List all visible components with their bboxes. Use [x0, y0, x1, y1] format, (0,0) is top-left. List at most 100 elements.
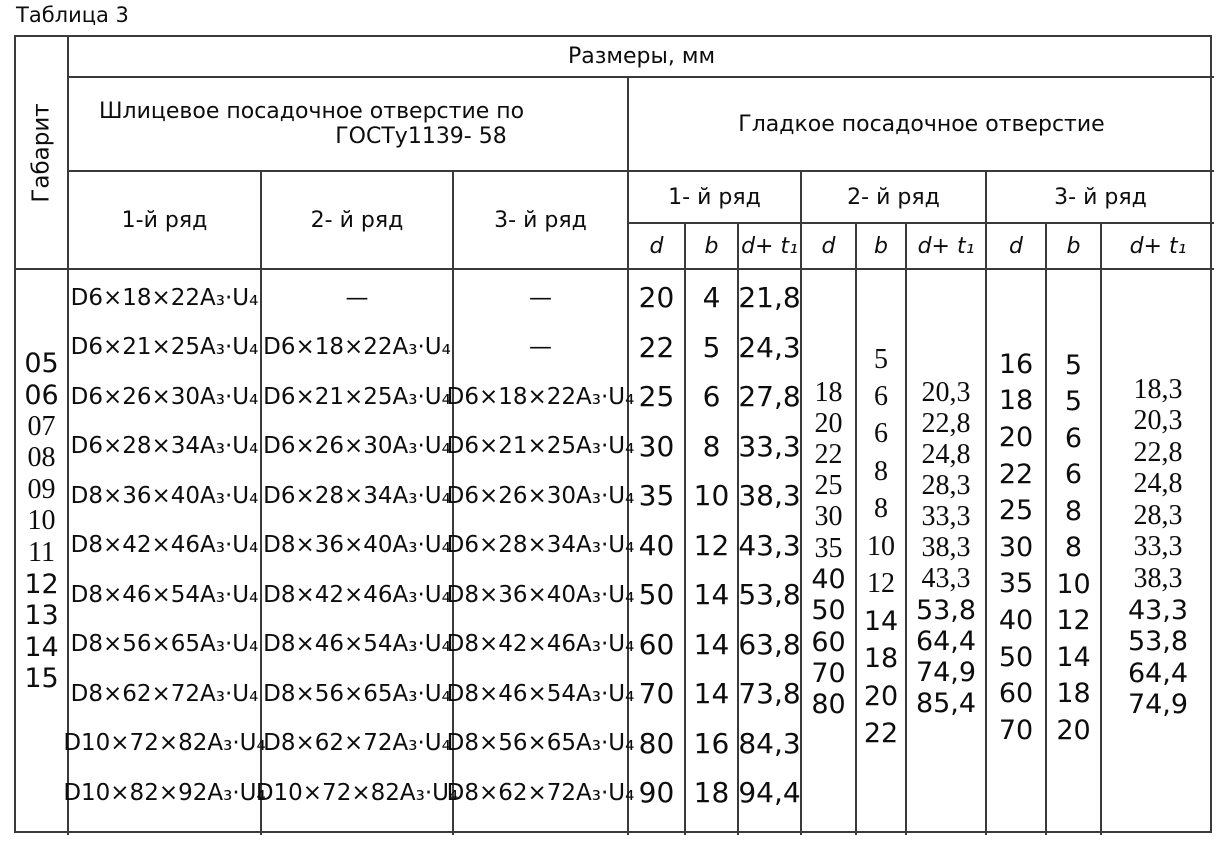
col-header-d-1: d [629, 224, 686, 270]
table-cell: 20 [863, 680, 899, 712]
table-cell: 38,3 [1133, 562, 1183, 594]
table-cell: 11 [28, 536, 55, 568]
table-cell: 8 [702, 429, 721, 463]
table-cell: D8×46×54A₃·U₄ [263, 631, 451, 658]
table-cell: 20 [998, 421, 1034, 453]
column-plain3-b: 5 5 6 6 8 8 10 12 14 18 20 [1047, 270, 1102, 835]
column-spline-row2: — D6×18×22A₃·U₄ D6×21×25A₃·U₄ D6×26×30A₃·U₄… [256, 270, 458, 835]
table-cell: 8 [1064, 532, 1083, 564]
col-header-d-2: d [802, 224, 857, 270]
table-cell: D6×26×30A₃·U₄ [263, 433, 451, 460]
table-cell: 53,8 [1127, 626, 1189, 658]
table-cell: 38,3 [921, 532, 971, 564]
table-cell: D8×56×65A₃·U₄ [446, 730, 635, 757]
table-cell: 18 [998, 385, 1034, 417]
table-cell: 5 [1064, 386, 1083, 418]
spline-row1-header: 1-й ряд [69, 172, 262, 270]
table-cell: 10 [27, 505, 56, 537]
column-gabarit: 05 06 07 08 09 10 11 12 13 14 15 [16, 270, 69, 835]
column-spline-row3: — — D6×18×22A₃·U₄ D6×21×25A₃·U₄ D6×26×30A₃·U… [447, 270, 634, 835]
table-cell: 28,3 [921, 469, 971, 501]
table-cell: 33,3 [921, 500, 971, 532]
table-cell: 14 [1056, 641, 1091, 673]
table-cell: 73,8 [738, 677, 801, 711]
table-cell: D8×46×54A₃·U₄ [70, 581, 259, 608]
table-cell: 30 [814, 501, 843, 533]
table-cell: 13 [24, 600, 59, 632]
table-cell: 90 [638, 776, 675, 810]
table-cell: 22 [638, 330, 675, 364]
table-cell: 20 [814, 407, 843, 439]
table-cell: 8 [874, 493, 888, 525]
table-cell: D8×46×54A₃·U₄ [446, 680, 635, 707]
table-cell: 70 [811, 657, 846, 689]
table-cell: 5 [874, 343, 888, 375]
table-cell: D8×42×46A₃·U₄ [70, 532, 259, 559]
table-cell: D8×56×65A₃·U₄ [263, 680, 451, 707]
table-cell: 35 [638, 479, 675, 513]
table-cell: 16 [998, 348, 1034, 380]
table-cell: 10 [867, 530, 895, 562]
table-cell: 18,3 [1133, 373, 1183, 405]
table-cell: D8×62×72A₃·U₄ [446, 779, 635, 806]
table-cell: 30 [998, 531, 1034, 563]
table-cell: 8 [874, 455, 888, 487]
table-cell: D8×56×65A₃·U₄ [70, 631, 259, 658]
table-cell: 84,3 [738, 726, 801, 760]
table-cell: 60 [998, 678, 1034, 710]
table-cell: 85,4 [915, 687, 977, 719]
column-plain1-dt1: 21,8 24,3 27,8 33,3 38,3 43,3 53,8 63,8 73,8 84,3… [738, 270, 802, 835]
table-cell: 08 [27, 442, 56, 474]
table-cell: D10×72×82A₃·U₄ [63, 730, 266, 757]
col-header-dt1-3: d+ t₁ [1102, 224, 1214, 270]
col-header-b-2: b [857, 224, 907, 270]
table-cell: 07 [27, 410, 56, 442]
table-cell: 06 [24, 379, 59, 411]
table-cell: 6 [1064, 422, 1083, 454]
table-title: Таблица 3 [16, 3, 129, 27]
table-cell: 18 [814, 376, 843, 408]
table-cell: 09 [27, 473, 56, 505]
table-cell: D6×18×22A₃·U₄ [446, 383, 635, 410]
table-cell: 20 [1056, 714, 1091, 746]
column-plain1-b: 4 5 6 8 10 12 14 14 14 16 18 [686, 270, 739, 835]
table-cell: — [529, 334, 552, 361]
col-header-b-1: b [686, 224, 739, 270]
column-spline-row1: D6×18×22A₃·U₄ D6×21×25A₃·U₄ D6×26×30A₃·U₄ D… [63, 270, 266, 835]
gabarit-header-cell: Габарит [16, 37, 69, 270]
plain-row1-header: 1- й ряд [629, 172, 802, 224]
table-cell: 25 [814, 470, 843, 502]
table-cell: 50 [638, 578, 675, 612]
table-cell: D6×18×22A₃·U₄ [70, 284, 259, 311]
table-cell: 35 [998, 568, 1034, 600]
table-cell: 22 [998, 458, 1034, 490]
table-cell: 40 [811, 564, 846, 596]
table-cell: 40 [638, 528, 675, 562]
table-cell: 33,3 [738, 429, 801, 463]
table-cell: 35 [814, 532, 843, 564]
table-cell: 38,3 [738, 479, 801, 513]
table-cell: — [345, 284, 369, 311]
col-header-b-3: b [1047, 224, 1102, 270]
plain-row3-header: 3- й ряд [987, 172, 1214, 224]
razmery-header-cell: Размеры, мм [69, 37, 1214, 78]
table-cell: D6×26×30A₃·U₄ [70, 383, 259, 410]
plain-row2-header: 2- й ряд [802, 172, 987, 224]
column-plain1-d: 20 22 25 30 35 40 50 60 70 80 90 [629, 270, 686, 835]
column-plain2-dt1: 20,3 22,8 24,8 28,3 33,3 38,3 43,3 53,8 64,4 74,9… [907, 270, 987, 835]
column-plain3-d: 16 18 20 22 25 30 35 40 50 60 70 [987, 270, 1047, 835]
table-cell: D6×26×30A₃·U₄ [446, 482, 635, 509]
table-cell: 18 [863, 643, 899, 675]
table-cell: 74,9 [1127, 689, 1189, 721]
spline-row2-header: 2- й ряд [262, 172, 454, 270]
table-cell: D8×42×46A₃·U₄ [446, 631, 635, 658]
table-cell: 60 [811, 626, 846, 658]
table-cell: 50 [811, 595, 846, 627]
table-cell: — [529, 284, 552, 311]
table-cell: 5 [702, 330, 721, 364]
table-cell: 10 [1056, 568, 1091, 600]
table-cell: 43,3 [921, 563, 971, 595]
spline-bore-header-cell: Шлицевое посадочное отверстие по ГОСТу11… [69, 78, 629, 172]
plain-bore-label: Гладкое посадочное отверстие [738, 111, 1105, 137]
col-header-d-3: d [987, 224, 1047, 270]
